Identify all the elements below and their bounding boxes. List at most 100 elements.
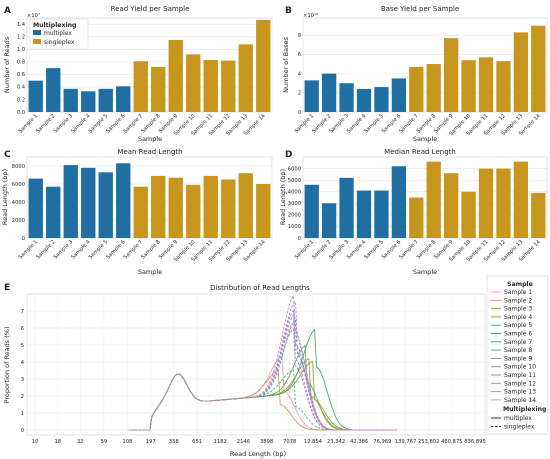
bar-sample-11 — [478, 57, 494, 112]
panel-e-ylabel: Proportion of Reads (%) — [3, 327, 11, 404]
panel-e-letter: E — [4, 283, 10, 293]
panel-b: B Base Yield per Sample ×10¹⁰ 0 2 4 6 8 Samp… — [282, 5, 548, 143]
panel-a-letter: A — [4, 6, 11, 16]
bar-sample-3 — [63, 165, 78, 238]
bar-sample-10 — [186, 54, 201, 112]
bar-sample-10 — [186, 184, 201, 238]
xtick-label: 18 — [55, 439, 62, 445]
panel-b-ylabel: Number of Bases — [282, 37, 290, 93]
bar-sample-6 — [391, 78, 407, 112]
ytick-label: 0 — [21, 428, 24, 434]
bar-sample-10 — [461, 60, 476, 112]
panel-d-xlabel: Sample — [413, 268, 437, 276]
bar-sample-11 — [478, 168, 494, 238]
bar-sample-2 — [46, 68, 61, 112]
bar-sample-9 — [443, 38, 459, 113]
bar-sample-9 — [168, 39, 183, 112]
xtick-label: 197 — [146, 439, 156, 445]
panel-c-letter: C — [4, 150, 11, 160]
ytick-label: 6 — [21, 326, 24, 332]
e-legend-style-label: multiplex — [504, 415, 532, 422]
panel-c-yticks: 0 2000 4000 6000 8000 — [12, 164, 25, 242]
bar-sample-10 — [461, 191, 476, 238]
panel-a-xlabel: Sample — [138, 135, 162, 143]
bar-sample-12 — [221, 60, 236, 112]
e-legend-title: Sample — [507, 281, 533, 288]
bar-sample-6 — [116, 86, 131, 112]
bar-sample-5 — [98, 88, 113, 112]
panel-e-title: Distribution of Read Lengths — [210, 284, 310, 292]
ytick-label: 1000 — [288, 224, 301, 230]
ytick-label: 7 — [21, 309, 24, 315]
legend-label-multiplex: multiplex — [44, 30, 72, 37]
ytick-label: 1.2 — [17, 35, 25, 41]
xtick-label: 59 — [101, 439, 108, 445]
bar-sample-2 — [321, 73, 337, 112]
ytick-label: 4000 — [12, 200, 25, 206]
ytick-label: 0 — [298, 236, 301, 242]
xtick-label: 651 — [192, 439, 202, 445]
e-legend-label: Sample 10 — [504, 364, 536, 371]
ytick-label: 4 — [21, 360, 25, 366]
xtick-label: 76,969 — [373, 439, 391, 445]
legend-title: Multiplexing — [33, 22, 76, 29]
panel-e-xticks: 10 18 32 59 108 197 358 651 1182 2146 3898 7078 12,8… — [32, 439, 486, 445]
panel-d-title: Median Read Length — [384, 148, 456, 156]
bar-sample-9 — [443, 173, 459, 238]
bar-sample-7 — [409, 66, 424, 112]
bar-sample-4 — [81, 167, 96, 238]
panel-a-legend: Multiplexing multiplex singleplex — [29, 18, 89, 50]
xtick-label: 358 — [169, 439, 179, 445]
panel-b-bars — [304, 25, 546, 113]
panel-c-xlabel: Sample — [138, 268, 162, 276]
panel-b-yticks: 0 2 4 6 8 — [298, 33, 302, 116]
xtick-label: 2146 — [237, 439, 250, 445]
bar-sample-12 — [496, 61, 511, 112]
bar-sample-14 — [531, 192, 546, 238]
bar-sample-3 — [339, 177, 354, 238]
bar-sample-2 — [321, 203, 337, 238]
ytick-label: 5 — [21, 343, 24, 349]
bar-sample-4 — [356, 88, 372, 112]
xtick-label: 12,854 — [304, 439, 323, 445]
legend-swatch-multiplex — [33, 30, 41, 35]
ytick-label: 3 — [21, 377, 24, 383]
bar-sample-4 — [81, 91, 96, 112]
bar-sample-11 — [203, 59, 218, 112]
legend-swatch-singleplex — [33, 39, 41, 44]
panel-c-title: Mean Read Length — [117, 148, 182, 156]
e-legend-label: Sample 8 — [504, 347, 532, 354]
bar-sample-2 — [46, 186, 61, 238]
panel-e-plot-area — [26, 293, 486, 436]
ytick-label: 2000 — [288, 213, 301, 219]
bar-sample-7 — [133, 61, 148, 112]
ytick-label: 0.8 — [17, 60, 25, 66]
ytick-label: 2000 — [12, 218, 25, 224]
bar-sample-1 — [304, 184, 319, 238]
e-legend-style-title: Multiplexing — [503, 406, 546, 413]
bar-sample-8 — [426, 161, 441, 238]
panel-a: A Read Yield per Sample ×10⁷ 0.00.20.40.… — [3, 5, 273, 143]
xtick-label: 3898 — [260, 439, 273, 445]
bar-sample-4 — [356, 190, 372, 238]
bar-sample-14 — [256, 19, 271, 113]
e-legend-label: Sample 5 — [504, 322, 532, 329]
line-sample-13 — [128, 294, 397, 431]
e-legend-label: Sample 14 — [504, 397, 536, 404]
e-legend-label: Sample 4 — [504, 314, 532, 321]
bar-sample-13 — [238, 173, 253, 238]
bar-sample-3 — [63, 88, 78, 112]
bar-sample-14 — [256, 184, 271, 238]
bar-sample-12 — [221, 179, 236, 238]
panel-b-title: Base Yield per Sample — [381, 5, 459, 13]
ytick-label: 3000 — [288, 201, 301, 207]
bar-sample-5 — [374, 87, 389, 112]
bar-sample-8 — [151, 175, 166, 238]
legend-label-singleplex: singleplex — [44, 39, 75, 46]
bar-sample-9 — [168, 177, 183, 238]
panel-d-letter: D — [285, 150, 292, 160]
panel-c-bars — [28, 163, 271, 238]
